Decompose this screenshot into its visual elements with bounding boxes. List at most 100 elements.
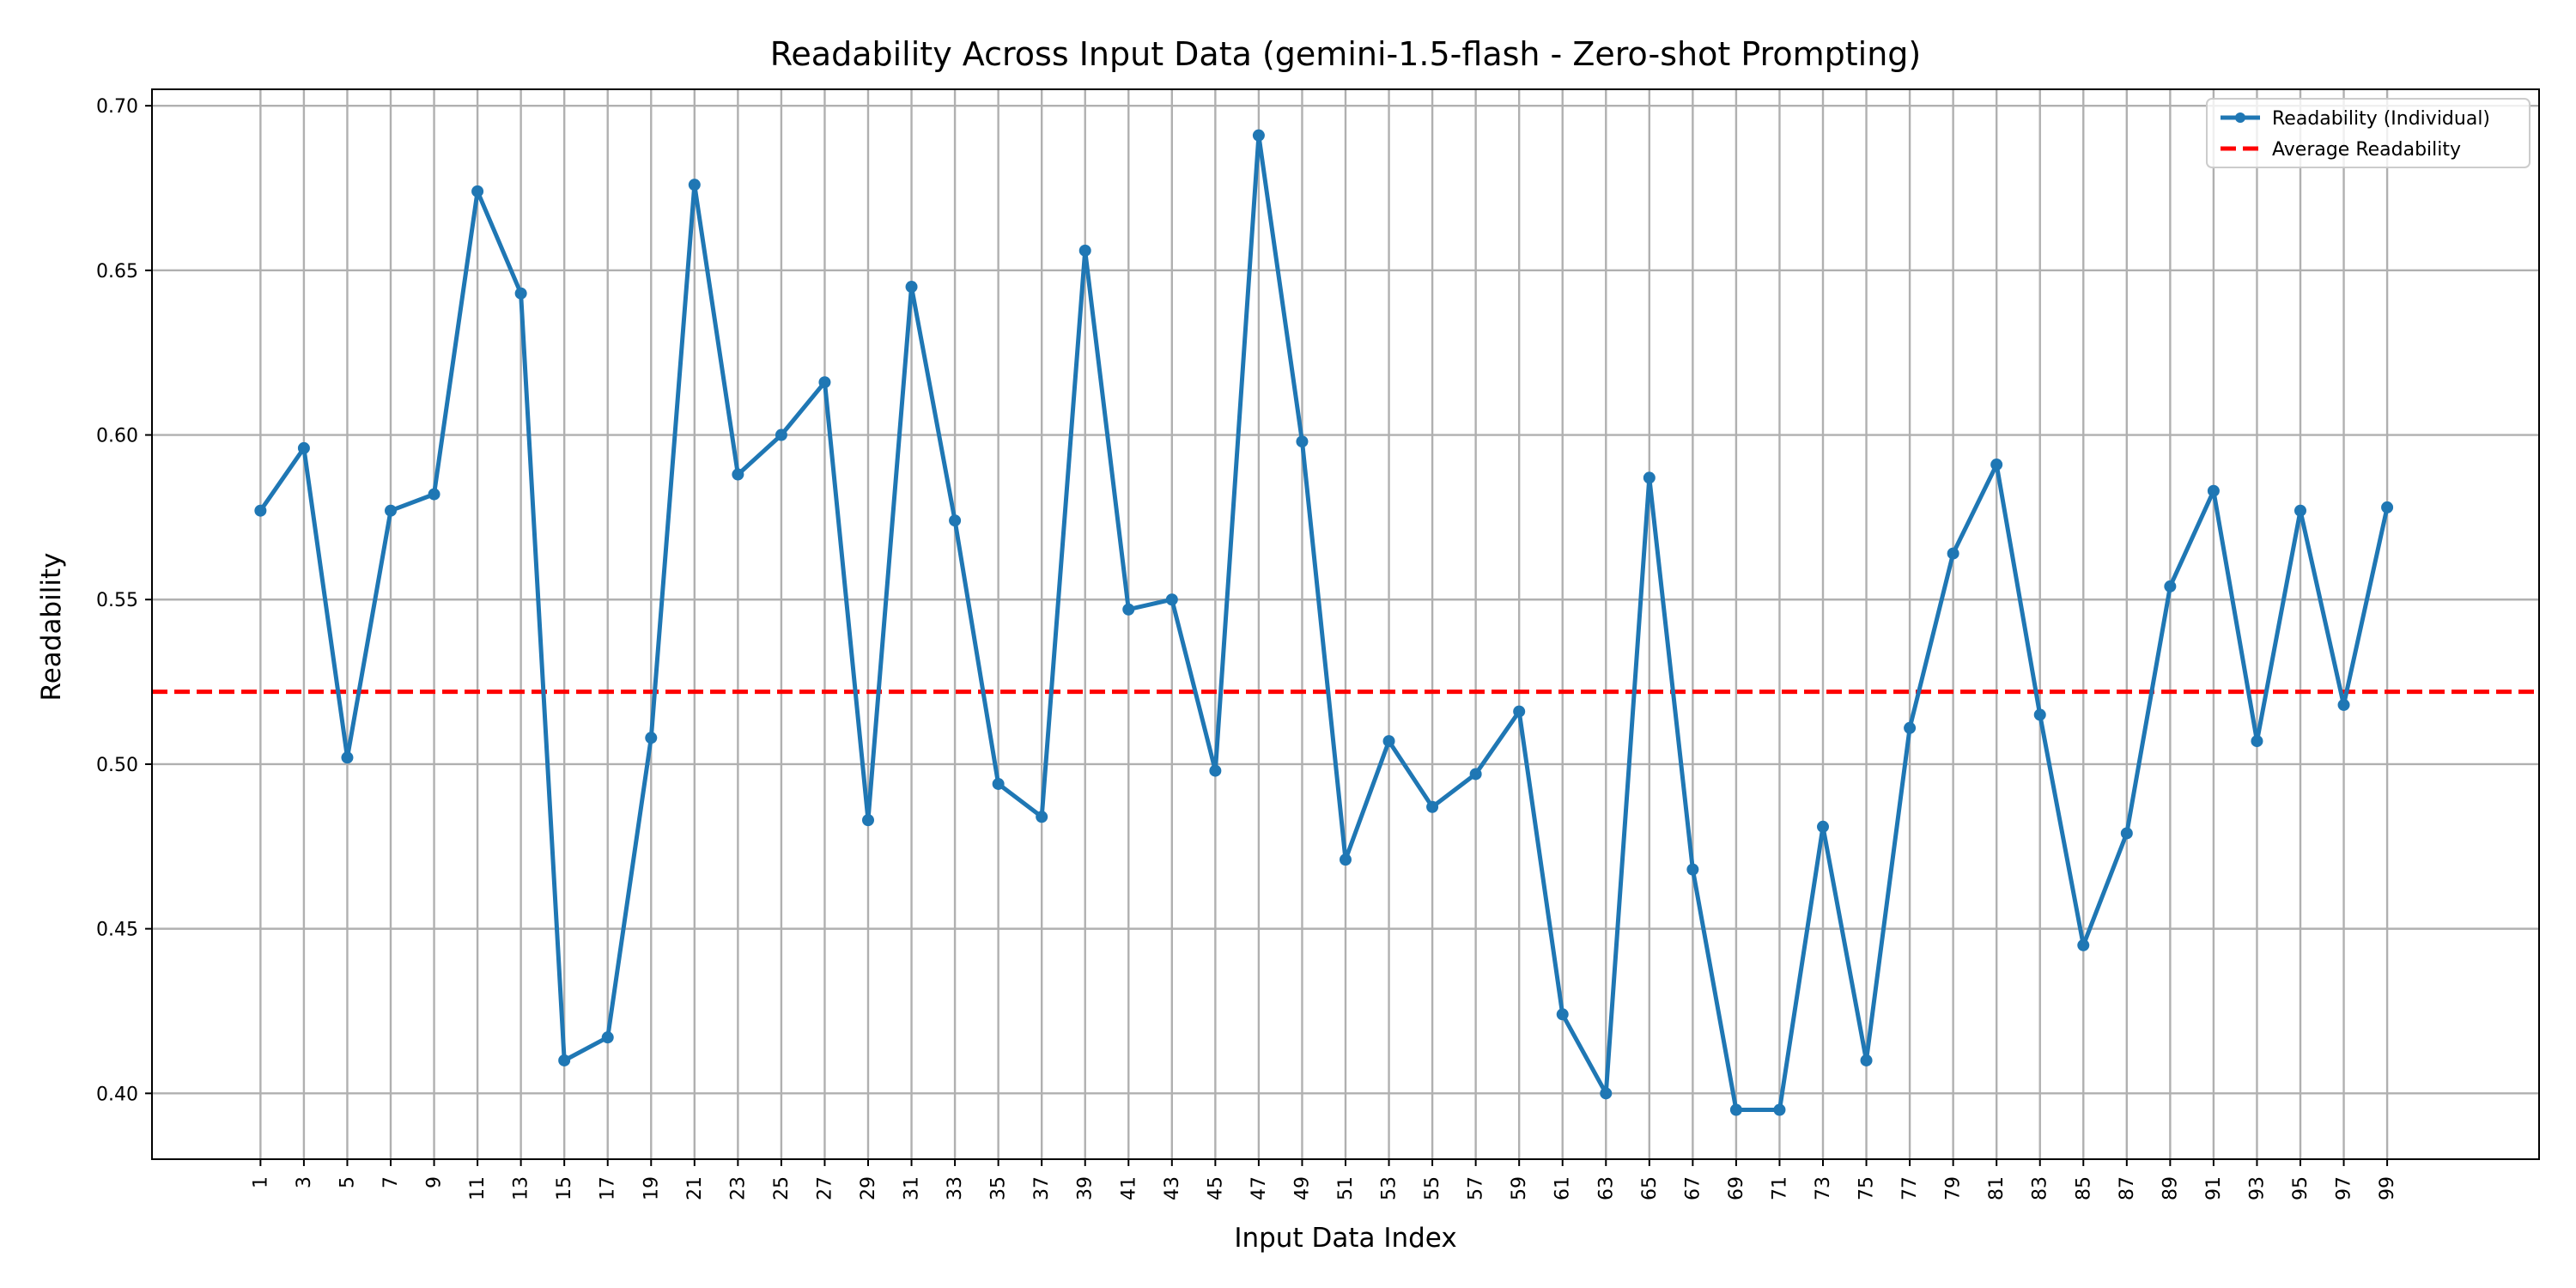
- x-tick-label: 51: [1335, 1176, 1357, 1200]
- x-tick-label: 3: [294, 1176, 315, 1188]
- readability-point: [1252, 129, 1265, 142]
- readability-point: [2251, 735, 2263, 748]
- x-tick-label: 31: [902, 1176, 923, 1200]
- readability-point: [732, 468, 744, 481]
- readability-point: [297, 441, 310, 454]
- readability-point: [1036, 811, 1048, 823]
- x-tick-label: 87: [2117, 1176, 2138, 1200]
- y-tick-label: 0.50: [96, 755, 138, 776]
- readability-point: [1122, 603, 1135, 616]
- readability-point: [905, 281, 918, 294]
- readability-point: [1686, 863, 1699, 876]
- chart-title: Readability Across Input Data (gemini-1.…: [770, 35, 1922, 73]
- y-tick-label: 0.40: [96, 1084, 138, 1105]
- readability-point: [992, 777, 1005, 790]
- x-tick-label: 81: [1986, 1176, 2008, 1200]
- readability-point: [1513, 705, 1526, 718]
- x-tick-label: 23: [727, 1176, 749, 1200]
- readability-point: [645, 732, 658, 744]
- y-tick-label: 0.55: [96, 590, 138, 611]
- readability-point: [818, 376, 831, 389]
- readability-point: [1947, 547, 1959, 560]
- readability-point: [1340, 854, 1352, 866]
- x-tick-label: 11: [467, 1176, 489, 1200]
- x-tick-label: 37: [1031, 1176, 1053, 1200]
- x-tick-label: 89: [2160, 1176, 2181, 1200]
- readability-point: [1078, 244, 1091, 257]
- x-tick-label: 83: [2030, 1176, 2051, 1200]
- readability-point: [385, 504, 397, 517]
- y-tick-label: 0.70: [96, 96, 138, 118]
- readability-point: [2207, 484, 2220, 497]
- x-tick-label: 43: [1162, 1176, 1183, 1200]
- readability-point: [862, 814, 874, 827]
- x-tick-label: 1: [250, 1176, 271, 1188]
- x-tick-label: 5: [337, 1176, 358, 1188]
- y-tick-label: 0.60: [96, 426, 138, 447]
- readability-point: [1426, 800, 1439, 813]
- readability-point: [688, 179, 701, 191]
- x-tick-layer: 1 3 5 7 9 11 13 15 17 19 21 23 25 27 29 31 33 35 37 39 41 43 4…: [250, 1159, 2398, 1200]
- x-tick-label: 67: [1682, 1176, 1704, 1200]
- x-tick-label: 41: [1118, 1176, 1139, 1200]
- readability-point: [1165, 593, 1178, 606]
- readability-point: [2033, 708, 2046, 721]
- x-tick-label: 47: [1249, 1176, 1270, 1200]
- x-tick-label: 75: [1856, 1176, 1878, 1200]
- x-tick-label: 7: [380, 1176, 402, 1188]
- readability-point: [1382, 735, 1395, 748]
- x-tick-label: 45: [1205, 1176, 1226, 1200]
- readability-point: [514, 287, 527, 300]
- x-tick-label: 17: [598, 1176, 619, 1200]
- legend-series-marker: [2235, 112, 2245, 123]
- x-tick-label: 77: [1899, 1176, 1921, 1200]
- readability-point: [1469, 768, 1482, 781]
- readability-point: [254, 504, 267, 517]
- readability-point: [1773, 1103, 1786, 1116]
- readability-point: [2294, 504, 2306, 517]
- readability-point: [428, 488, 440, 501]
- x-tick-label: 91: [2203, 1176, 2225, 1200]
- readability-point: [1556, 1008, 1569, 1021]
- x-tick-label: 55: [1422, 1176, 1443, 1200]
- x-tick-label: 19: [641, 1176, 662, 1200]
- readability-point: [775, 428, 787, 441]
- x-axis-label: Input Data Index: [1234, 1223, 1456, 1254]
- x-tick-label: 25: [771, 1176, 793, 1200]
- x-tick-label: 27: [814, 1176, 835, 1200]
- x-tick-label: 97: [2334, 1176, 2355, 1200]
- readability-point: [1600, 1087, 1613, 1100]
- readability-point: [1643, 471, 1656, 484]
- x-tick-label: 95: [2290, 1176, 2312, 1200]
- readability-point: [2120, 827, 2133, 840]
- y-tick-layer: 0.40 0.45 0.50 0.55 0.60 0.65 0.70: [96, 96, 152, 1105]
- readability-point: [1209, 764, 1222, 777]
- x-tick-label: 39: [1075, 1176, 1097, 1200]
- x-tick-label: 9: [424, 1176, 446, 1188]
- legend: Readability (Individual) Average Readabi…: [2206, 98, 2530, 168]
- x-tick-label: 35: [988, 1176, 1010, 1200]
- legend-box: [2206, 98, 2530, 168]
- x-tick-label: 33: [945, 1176, 966, 1200]
- x-tick-label: 79: [1943, 1176, 1965, 1200]
- readability-point: [2164, 580, 2177, 592]
- readability-point: [1860, 1054, 1873, 1066]
- y-tick-label: 0.65: [96, 261, 138, 283]
- readability-series-line: [258, 133, 2390, 1112]
- x-tick-label: 59: [1509, 1176, 1530, 1200]
- y-tick-label: 0.45: [96, 920, 138, 941]
- readability-point: [1817, 820, 1829, 833]
- x-tick-label: 13: [511, 1176, 532, 1200]
- y-axis-label: Readability: [36, 553, 67, 702]
- legend-series-label: Readability (Individual): [2272, 108, 2490, 130]
- x-tick-label: 63: [1595, 1176, 1617, 1200]
- x-tick-label: 49: [1291, 1176, 1313, 1200]
- x-tick-label: 15: [554, 1176, 575, 1200]
- series-layer: [254, 129, 2394, 1116]
- readability-point: [1729, 1103, 1742, 1116]
- x-tick-label: 61: [1552, 1176, 1574, 1200]
- x-tick-label: 57: [1466, 1176, 1487, 1200]
- x-tick-label: 65: [1639, 1176, 1661, 1200]
- x-tick-label: 69: [1726, 1176, 1747, 1200]
